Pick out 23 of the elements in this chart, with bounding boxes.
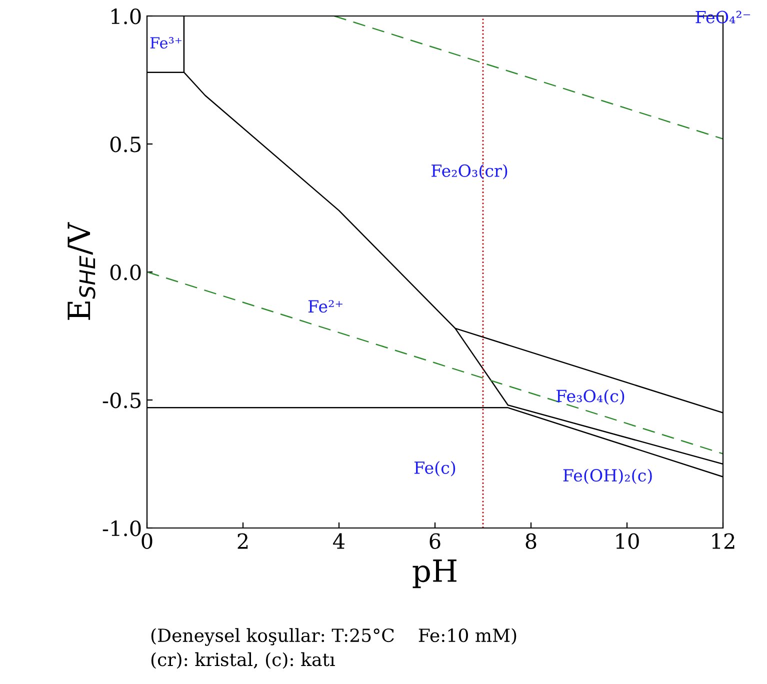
- annotation: Fe³⁺: [150, 37, 182, 49]
- x-tick-label: 6: [430, 533, 440, 549]
- annotation: FeO₄²⁻: [696, 10, 750, 24]
- x-tick-label: 10: [616, 533, 639, 549]
- annotation: Fe₂O₃(cr): [432, 164, 508, 180]
- text: (Deneysel koşullar: T:25°C Fe:10 mM): [151, 628, 516, 646]
- y-tick-label: 0.5: [110, 136, 141, 152]
- x-axis-title: pH: [412, 560, 456, 588]
- y-tick-label: -1.0: [102, 520, 141, 536]
- annotation: Fe(OH)₂(c): [563, 468, 652, 484]
- y-tick-label: 1.0: [112, 8, 141, 24]
- text: (cr): kristal, (c): katı: [151, 652, 335, 669]
- annotation: Fe(c): [414, 461, 456, 476]
- x-tick-label: 4: [333, 533, 345, 549]
- y-axis-title: E$_{SHE}$/V: [68, 222, 96, 320]
- y-tick-label: 0.0: [110, 264, 141, 280]
- annotation: Fe²⁺: [308, 300, 342, 313]
- x-tick-label: 12: [712, 533, 734, 549]
- x-tick-label: 2: [238, 533, 248, 549]
- x-tick-label: 8: [526, 533, 536, 549]
- annotation: Fe₃O₄(c): [556, 389, 624, 405]
- y-tick-label: -0.5: [102, 392, 141, 408]
- x-tick-label: 0: [142, 533, 152, 549]
